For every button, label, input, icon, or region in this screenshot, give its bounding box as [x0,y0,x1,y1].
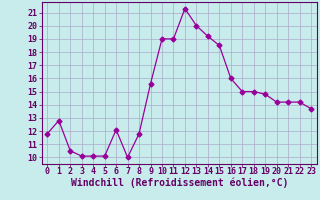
X-axis label: Windchill (Refroidissement éolien,°C): Windchill (Refroidissement éolien,°C) [70,177,288,188]
